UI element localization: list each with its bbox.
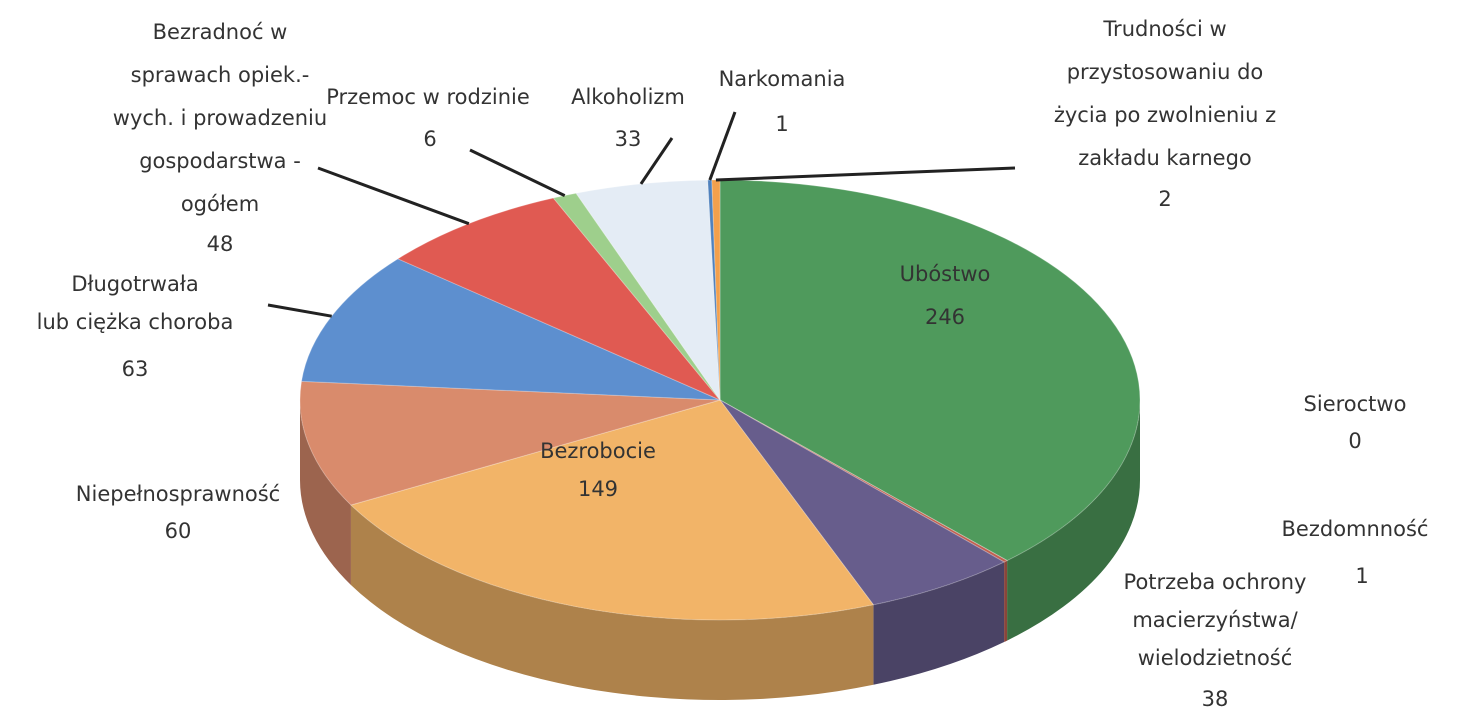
slice-label: Trudności w przystosowaniu do życia po zwo… [1054, 17, 1276, 170]
pie-side [300, 400, 351, 586]
slice-label: Niepełnosprawność [76, 482, 280, 506]
pie-side [350, 505, 874, 700]
pie-slice [719, 399, 1006, 606]
slice-label: Alkoholizm [571, 85, 685, 109]
slice-value: 149 [578, 477, 618, 501]
slice-label: Potrzeba ochrony macierzyństwa/wielodziet… [1124, 570, 1307, 670]
slice-label: Bezrobocie [540, 439, 656, 463]
slice-value: 60 [165, 519, 192, 543]
leader-line [267, 303, 332, 318]
pie-slice [349, 399, 875, 621]
pie-walls [300, 400, 1140, 700]
pie-slice [552, 192, 721, 401]
slice-label: Narkomania [719, 67, 846, 91]
leader-line [639, 137, 674, 185]
slice-value: 48 [207, 232, 234, 256]
slice-value: 1 [775, 112, 788, 136]
leader-line [469, 148, 566, 197]
slice-label: Ubóstwo [900, 262, 991, 286]
leader-line [715, 166, 1016, 182]
slice-value: 2 [1158, 187, 1171, 211]
pie-slice [719, 179, 1141, 562]
slice-label: Długotrwała lub ciężka choroba [37, 272, 234, 334]
slice-label: Przemoc w rodzinie [326, 85, 530, 109]
slice-value: 1 [1355, 564, 1368, 588]
slice-value: 63 [122, 357, 149, 381]
pie-slice [299, 380, 721, 506]
leader-line [708, 111, 737, 181]
pie-side [873, 562, 1005, 685]
slice-value: 246 [925, 305, 965, 329]
leader-line [317, 166, 470, 226]
pie-side [1007, 400, 1140, 641]
pie-side [1004, 560, 1008, 643]
slice-label: Bezdomnność [1282, 517, 1429, 541]
slice-label: Bezradnoć w sprawach opiek.-wych. i prowa… [113, 20, 327, 216]
pie-tops [299, 179, 1141, 621]
slice-value: 33 [615, 127, 642, 151]
slice-value: 0 [1348, 429, 1361, 453]
slice-value: 38 [1202, 687, 1229, 711]
slice-label: Sieroctwo [1304, 392, 1407, 416]
slice-value: 6 [423, 127, 436, 151]
